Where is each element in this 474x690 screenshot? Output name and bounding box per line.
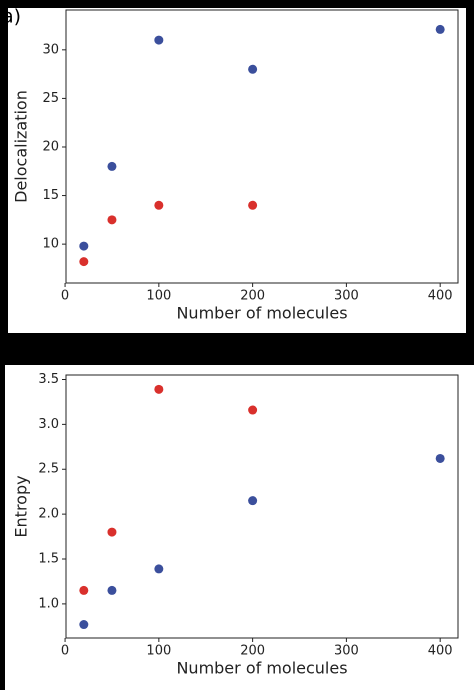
point <box>154 564 164 574</box>
y-tick-label: 25 <box>42 91 59 106</box>
y-tick-label: 3.0 <box>38 417 59 432</box>
x-tick-label: 0 <box>61 289 69 304</box>
point <box>154 35 164 45</box>
point <box>79 620 89 630</box>
x-axis-label: Number of molecules <box>176 659 347 678</box>
point <box>79 257 89 267</box>
point <box>79 585 89 595</box>
y-axis-label: Delocalization <box>12 90 31 203</box>
point <box>154 384 164 394</box>
point <box>248 496 258 506</box>
y-tick-label: 1.0 <box>38 596 59 611</box>
x-tick-label: 100 <box>146 644 171 659</box>
x-tick-label: 200 <box>240 289 265 304</box>
panel-label: a) <box>2 6 21 28</box>
point <box>154 200 164 210</box>
x-tick-label: 0 <box>61 644 69 659</box>
x-tick-label: 400 <box>428 289 453 304</box>
point <box>248 200 258 210</box>
point <box>248 64 258 74</box>
plot-frame <box>65 374 459 639</box>
point <box>435 453 445 463</box>
y-tick-label: 10 <box>42 237 59 252</box>
y-tick-label: 15 <box>42 188 59 203</box>
point <box>107 215 117 225</box>
y-axis-label: Entropy <box>12 475 31 537</box>
y-tick-label: 20 <box>42 139 59 154</box>
y-tick-label: 30 <box>42 42 59 57</box>
y-tick-label: 3.5 <box>38 372 59 387</box>
panel-b <box>5 365 474 690</box>
x-tick-label: 400 <box>428 644 453 659</box>
point <box>248 405 258 415</box>
point <box>435 24 445 34</box>
x-axis-label: Number of molecules <box>176 304 347 323</box>
y-tick-label: 2.5 <box>38 462 59 477</box>
point <box>107 585 117 595</box>
point <box>107 527 117 537</box>
x-tick-label: 100 <box>146 289 171 304</box>
x-tick-label: 300 <box>334 289 359 304</box>
point <box>79 241 89 251</box>
y-tick-label: 2.0 <box>38 507 59 522</box>
y-tick-label: 1.5 <box>38 552 59 567</box>
point <box>107 161 117 171</box>
x-tick-label: 200 <box>240 644 265 659</box>
panel-a <box>8 8 466 333</box>
x-tick-label: 300 <box>334 644 359 659</box>
